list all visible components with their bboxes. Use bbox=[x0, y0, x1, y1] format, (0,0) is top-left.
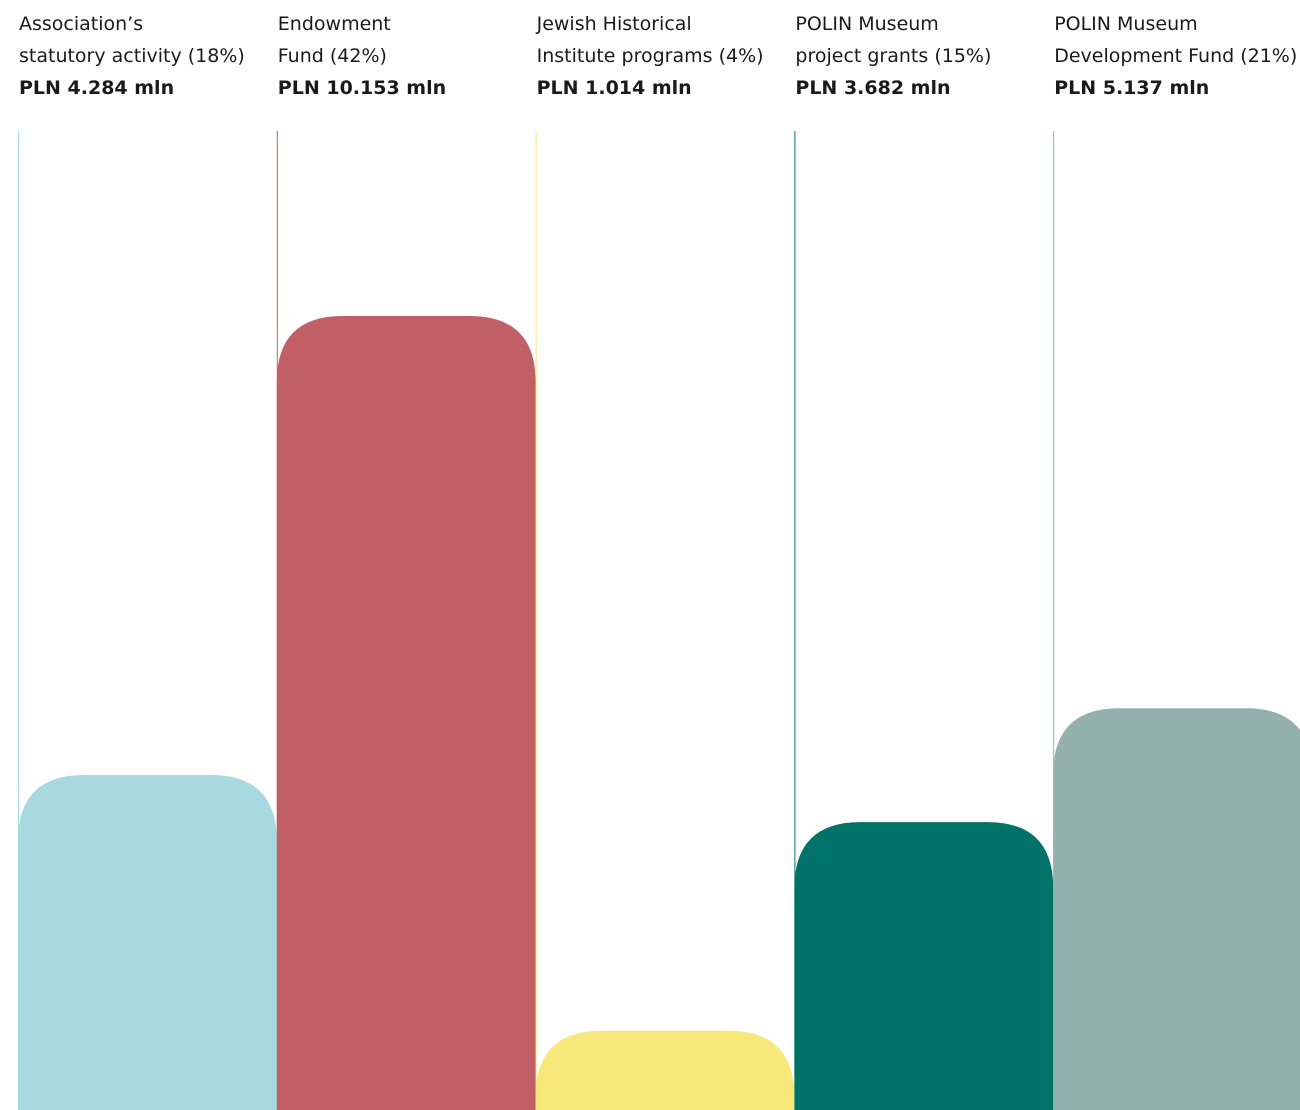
category-label-line: Association’s bbox=[19, 13, 144, 35]
category-label-line: Development Fund (21%) bbox=[1054, 45, 1298, 67]
bar-3 bbox=[794, 822, 1054, 1110]
category-label-1: Endowment Fund (42%) PLN 10.153 mln bbox=[278, 8, 528, 104]
category-value-label: PLN 10.153 mln bbox=[277, 77, 447, 99]
category-value-label: PLN 5.137 mln bbox=[1054, 77, 1210, 99]
category-value-label: PLN 1.014 mln bbox=[536, 77, 692, 99]
category-label-2: Jewish Historical Institute programs (4%… bbox=[537, 8, 787, 104]
bar-2 bbox=[535, 1030, 795, 1110]
category-label-line: Institute programs (4%) bbox=[536, 45, 764, 67]
category-label-4: POLIN Museum Development Fund (21%) PLN … bbox=[1054, 8, 1300, 104]
category-label-0: Association’s statutory activity (18%) P… bbox=[19, 8, 269, 104]
category-label-line: statutory activity (18%) bbox=[19, 45, 245, 67]
category-label-line: Jewish Historical bbox=[536, 13, 692, 35]
category-label-line: project grants (15%) bbox=[795, 45, 992, 67]
category-label-line: POLIN Museum bbox=[1054, 13, 1198, 35]
category-value-label: PLN 3.682 mln bbox=[795, 77, 951, 99]
bar-0 bbox=[18, 774, 277, 1110]
category-label-line: Fund (42%) bbox=[277, 45, 387, 67]
bar-4 bbox=[1053, 708, 1300, 1110]
category-label-line: POLIN Museum bbox=[795, 13, 939, 35]
bar-1 bbox=[276, 316, 536, 1110]
category-label-3: POLIN Museum project grants (15%) PLN 3.… bbox=[795, 8, 1045, 104]
category-label-line: Endowment bbox=[277, 13, 391, 35]
bars bbox=[18, 316, 1300, 1110]
category-value-label: PLN 4.284 mln bbox=[19, 77, 175, 99]
